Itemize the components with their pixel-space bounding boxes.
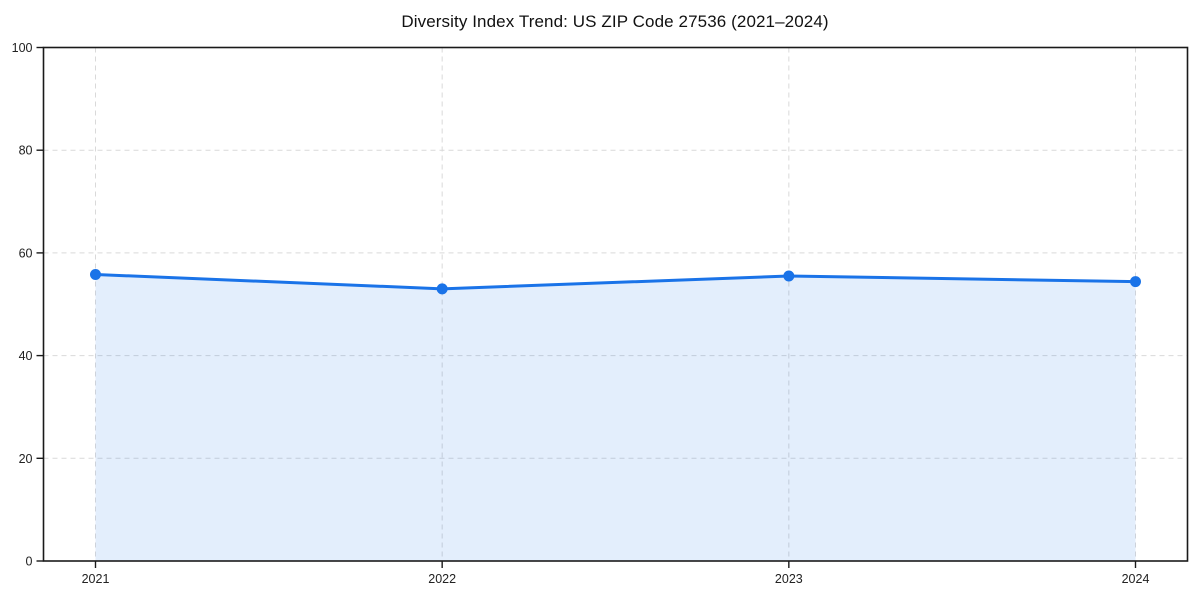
- x-tick-label: 2024: [1122, 572, 1150, 586]
- y-tick-label: 100: [12, 41, 33, 55]
- data-point-marker: [436, 283, 448, 295]
- trend-line: [94, 272, 1137, 291]
- x-tick-label: 2023: [775, 572, 803, 586]
- area-fill: [95, 274, 1136, 561]
- y-tick-label: 0: [26, 555, 33, 569]
- data-point-marker: [1130, 276, 1141, 288]
- y-tick-label: 40: [19, 349, 33, 363]
- plot-border: [42, 46, 1189, 562]
- y-tick-label: 60: [19, 246, 33, 260]
- chart-title: Diversity Index Trend: US ZIP Code 27536…: [401, 12, 829, 31]
- data-point-marker: [90, 268, 101, 280]
- x-tick-label: 2021: [82, 572, 110, 586]
- data-point-marker: [783, 270, 795, 282]
- y-tick-label: 80: [19, 144, 33, 158]
- x-tick-label: 2022: [428, 572, 456, 586]
- y-tick-label: 20: [19, 452, 33, 466]
